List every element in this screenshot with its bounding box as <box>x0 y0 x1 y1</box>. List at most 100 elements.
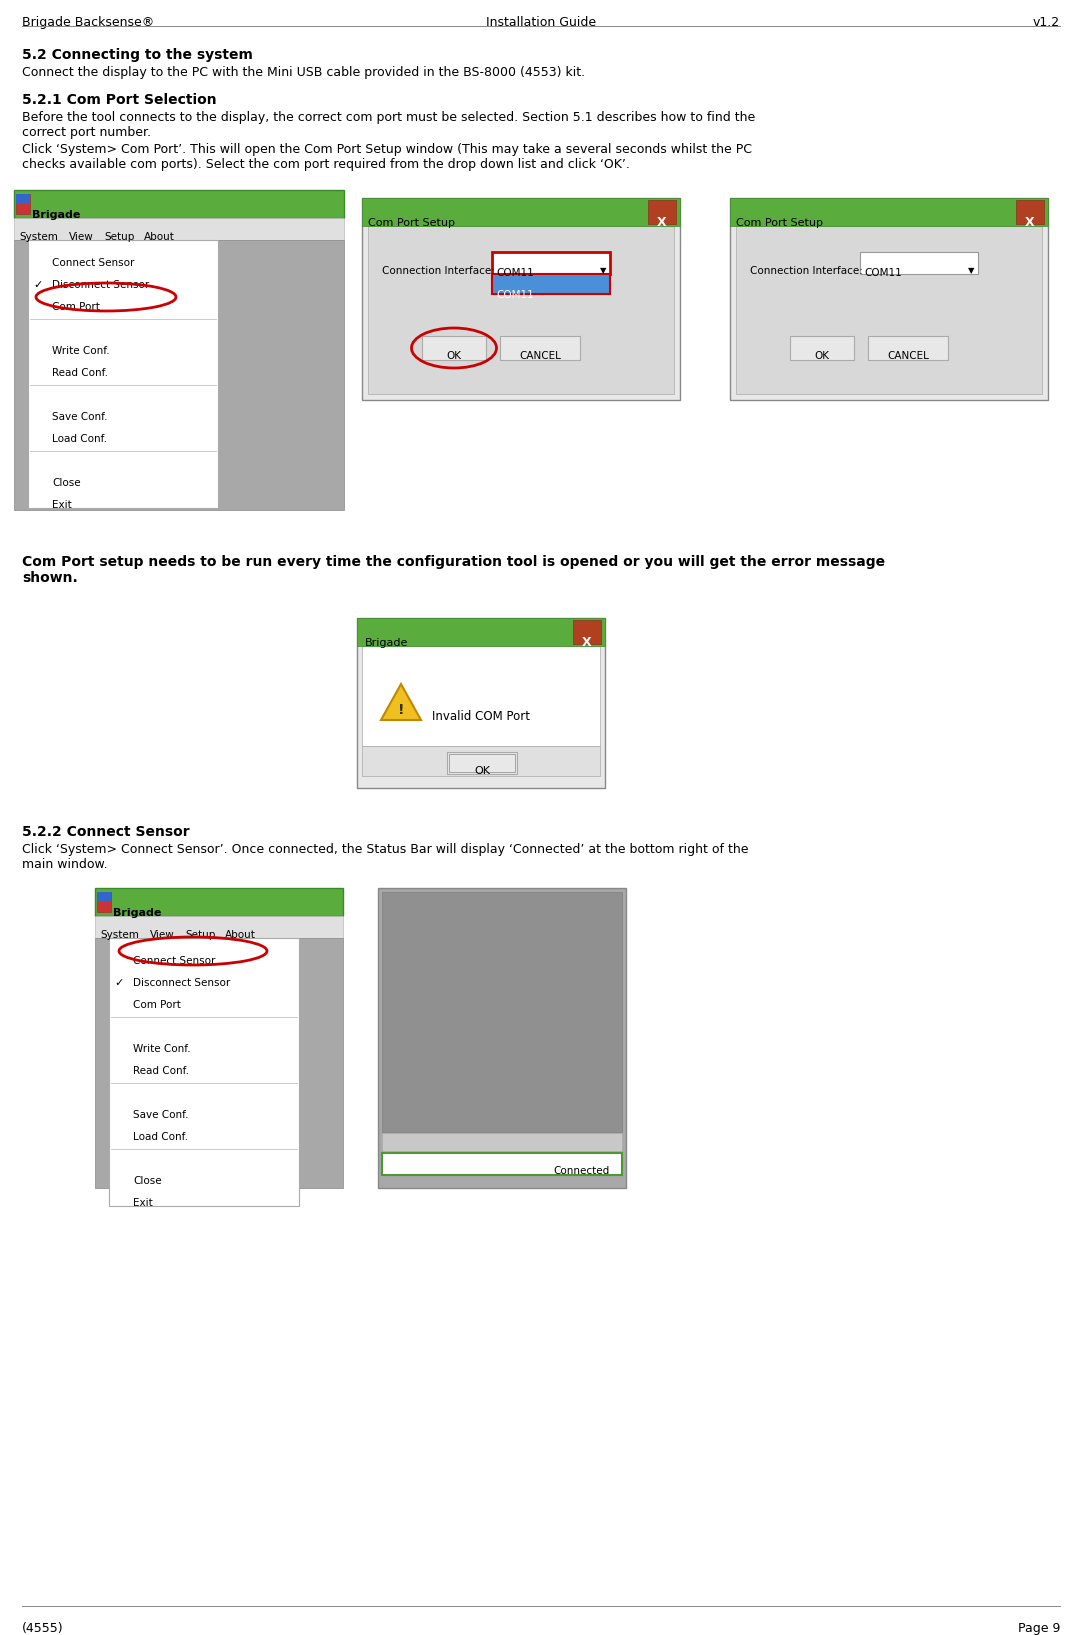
Text: ✓: ✓ <box>114 978 123 988</box>
Text: Write Conf.: Write Conf. <box>133 1045 190 1055</box>
Bar <box>492 275 610 294</box>
Text: COM11: COM11 <box>496 289 533 299</box>
Bar <box>449 754 515 772</box>
Bar <box>730 198 1048 226</box>
Text: OK: OK <box>447 352 462 361</box>
Text: X: X <box>582 636 592 649</box>
Text: Read Conf.: Read Conf. <box>133 1066 189 1076</box>
Text: Connected: Connected <box>554 1166 610 1176</box>
Bar <box>790 337 854 360</box>
Text: CANCEL: CANCEL <box>887 352 929 361</box>
Text: ▼: ▼ <box>601 267 607 275</box>
Text: Setup: Setup <box>185 930 215 940</box>
Text: Connect Sensor: Connect Sensor <box>52 258 134 268</box>
Text: Brigade: Brigade <box>32 209 80 221</box>
Bar <box>648 199 676 224</box>
Bar <box>109 938 299 1207</box>
Text: Installation Guide: Installation Guide <box>486 16 596 29</box>
Text: Setup: Setup <box>104 232 134 242</box>
Text: Connect the display to the PC with the Mini USB cable provided in the BS-8000 (4: Connect the display to the PC with the M… <box>22 65 585 78</box>
Text: Load Conf.: Load Conf. <box>52 433 107 445</box>
Text: Click ‘System> Com Port’. This will open the Com Port Setup window (This may tak: Click ‘System> Com Port’. This will open… <box>22 142 752 172</box>
Bar <box>492 252 610 275</box>
Text: System: System <box>19 232 57 242</box>
Text: Com Port setup needs to be run every time the configuration tool is opened or yo: Com Port setup needs to be run every tim… <box>22 554 885 585</box>
Bar <box>382 1153 622 1176</box>
Polygon shape <box>381 683 421 719</box>
Text: COM11: COM11 <box>865 268 901 278</box>
Bar <box>16 195 30 214</box>
Bar <box>97 893 111 903</box>
Text: Read Conf.: Read Conf. <box>52 368 108 378</box>
Text: Brigade: Brigade <box>365 638 408 647</box>
Bar <box>860 252 978 275</box>
Text: v1.2: v1.2 <box>1033 16 1060 29</box>
Text: Click ‘System> Connect Sensor’. Once connected, the Status Bar will display ‘Con: Click ‘System> Connect Sensor’. Once con… <box>22 844 749 871</box>
Text: ✓: ✓ <box>32 280 42 289</box>
Bar <box>500 337 580 360</box>
Text: System: System <box>100 930 138 940</box>
Text: COM11: COM11 <box>496 268 533 278</box>
Bar <box>573 620 601 644</box>
Text: Brigade Backsense®: Brigade Backsense® <box>22 16 155 29</box>
Text: Load Conf.: Load Conf. <box>133 1131 188 1141</box>
Text: View: View <box>150 930 175 940</box>
Text: (4555): (4555) <box>22 1622 64 1635</box>
Text: Page 9: Page 9 <box>1018 1622 1060 1635</box>
Text: Close: Close <box>52 477 81 487</box>
Bar <box>736 226 1042 394</box>
Text: View: View <box>69 232 94 242</box>
Bar <box>28 240 217 508</box>
Text: Connection Interface:: Connection Interface: <box>382 267 494 276</box>
Bar <box>382 1133 622 1151</box>
Bar <box>14 190 344 217</box>
Text: OK: OK <box>474 767 490 777</box>
Bar <box>357 618 605 646</box>
Text: About: About <box>225 930 255 940</box>
Bar <box>422 337 486 360</box>
Text: Before the tool connects to the display, the correct com port must be selected. : Before the tool connects to the display,… <box>22 111 755 139</box>
Bar <box>368 226 674 394</box>
Text: Connection Interface:: Connection Interface: <box>750 267 862 276</box>
Text: Com Port: Com Port <box>52 302 100 312</box>
Bar <box>362 746 601 777</box>
Text: CANCEL: CANCEL <box>519 352 560 361</box>
Text: Save Conf.: Save Conf. <box>52 412 107 422</box>
Text: Disconnect Sensor: Disconnect Sensor <box>52 280 149 289</box>
Bar <box>868 337 948 360</box>
Text: Exit: Exit <box>52 500 71 510</box>
Bar <box>95 938 343 1189</box>
Bar <box>14 217 344 240</box>
Bar <box>14 240 344 510</box>
Text: Exit: Exit <box>133 1198 153 1208</box>
Text: Com Port: Com Port <box>133 1001 181 1010</box>
Text: Com Port Setup: Com Port Setup <box>368 217 456 227</box>
Text: 5.2 Connecting to the system: 5.2 Connecting to the system <box>22 47 253 62</box>
Bar <box>357 618 605 788</box>
Bar <box>362 198 679 226</box>
Text: Invalid COM Port: Invalid COM Port <box>432 710 530 723</box>
Text: Brigade: Brigade <box>113 907 161 917</box>
Text: Disconnect Sensor: Disconnect Sensor <box>133 978 230 988</box>
Text: ▼: ▼ <box>968 267 975 275</box>
Bar <box>378 888 626 1189</box>
Text: Com Port Setup: Com Port Setup <box>736 217 823 227</box>
Text: Write Conf.: Write Conf. <box>52 347 109 356</box>
Text: X: X <box>657 216 667 229</box>
Text: 5.2.1 Com Port Selection: 5.2.1 Com Port Selection <box>22 93 216 106</box>
Bar <box>382 893 622 1131</box>
Text: X: X <box>1025 216 1034 229</box>
Bar <box>362 646 601 746</box>
Bar <box>362 198 679 401</box>
Bar <box>16 195 30 204</box>
Bar <box>730 198 1048 401</box>
Text: 5.2.2 Connect Sensor: 5.2.2 Connect Sensor <box>22 826 189 839</box>
Text: !: ! <box>398 703 405 718</box>
Text: Save Conf.: Save Conf. <box>133 1110 188 1120</box>
Text: OK: OK <box>815 352 830 361</box>
Text: Connect Sensor: Connect Sensor <box>133 956 215 966</box>
Bar <box>447 752 517 773</box>
Bar <box>95 916 343 938</box>
Bar <box>1016 199 1044 224</box>
Text: Close: Close <box>133 1176 161 1185</box>
